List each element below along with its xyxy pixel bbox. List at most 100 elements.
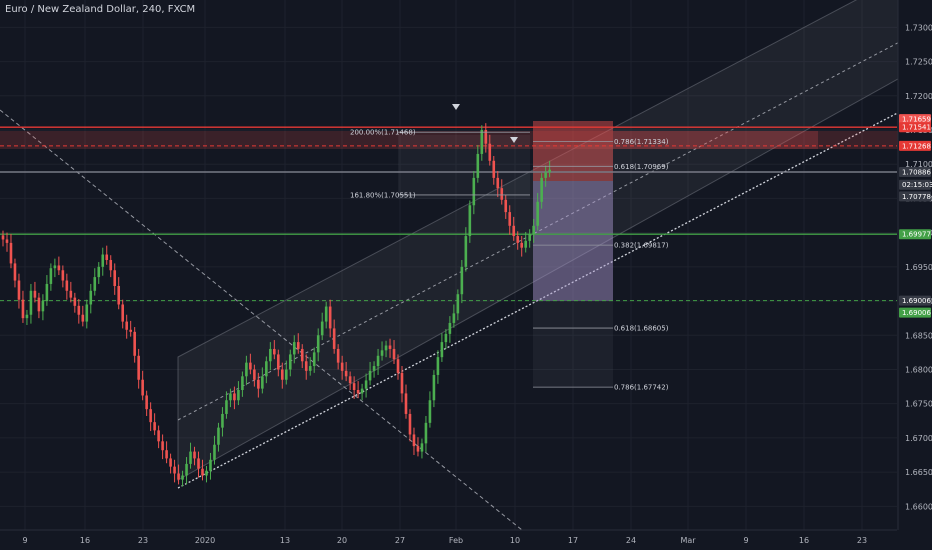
- candle-body: [472, 177, 476, 206]
- candle-body: [340, 362, 344, 371]
- candle-body: [261, 376, 264, 389]
- price-badge-label: 1.70886: [902, 169, 931, 177]
- resistance-zone: [0, 131, 932, 149]
- risk-box: [533, 121, 613, 181]
- candle-body: [488, 143, 492, 161]
- candle-body: [125, 321, 128, 330]
- horizontal-levels: [0, 126, 897, 302]
- candle-body: [117, 286, 121, 305]
- candle-body: [25, 314, 29, 319]
- candle-body: [17, 280, 21, 300]
- candle-body: [392, 348, 396, 360]
- candle-body: [129, 329, 132, 332]
- candle-body: [492, 160, 496, 178]
- price-badge-label: 1.69006: [902, 309, 931, 317]
- price-badge: [899, 229, 931, 240]
- candle-body: [33, 290, 37, 298]
- price-axis[interactable]: 1.730001.725001.720001.715001.710001.705…: [897, 0, 932, 550]
- time-tick-label: 9: [22, 536, 27, 545]
- candle-body: [221, 413, 224, 428]
- time-tick-label: 24: [626, 536, 636, 545]
- candle-body: [113, 270, 117, 286]
- candle-body: [352, 383, 356, 390]
- candle-body: [500, 188, 504, 200]
- candle-body: [165, 450, 168, 459]
- candle-body: [328, 306, 332, 329]
- candle-body: [237, 390, 240, 401]
- price-badge: [899, 191, 931, 202]
- candle-body: [225, 400, 228, 414]
- candle-body: [380, 350, 384, 356]
- price-tick-label: 1.66000: [905, 502, 932, 511]
- swing-markers: [452, 104, 518, 143]
- candle-body: [308, 366, 312, 371]
- candle-body: [532, 225, 535, 234]
- candle-body: [145, 395, 148, 410]
- time-tick-label: 17: [568, 536, 578, 545]
- swing-high-marker: [510, 137, 518, 143]
- candle-body: [157, 430, 160, 442]
- candle-body: [452, 313, 456, 323]
- candle-body: [65, 280, 69, 291]
- candle-body: [89, 290, 93, 305]
- price-badge: [899, 122, 931, 133]
- candle-body: [480, 130, 484, 154]
- candle-body: [444, 333, 448, 343]
- fib-retracement-zone: [533, 145, 613, 387]
- price-badge-label: 02:15:03: [902, 181, 932, 189]
- candle-body: [149, 409, 152, 423]
- candle-body: [540, 177, 543, 202]
- candle-body: [384, 345, 388, 351]
- candle-body: [189, 451, 192, 464]
- candle-body: [496, 177, 500, 189]
- candlestick-series: [1, 123, 551, 487]
- fib-label: 0.786(1.67742): [614, 384, 669, 392]
- price-tick-label: 1.72500: [905, 58, 932, 67]
- candle-body: [344, 370, 348, 377]
- candle-body: [101, 254, 105, 267]
- price-tick-label: 1.72000: [905, 92, 932, 101]
- candle-body: [404, 393, 408, 414]
- candle-body: [153, 422, 156, 431]
- time-tick-label: 23: [857, 536, 867, 545]
- candle-body: [424, 422, 428, 444]
- candle-body: [205, 470, 208, 476]
- fib-label: 0.618(1.70969): [614, 163, 669, 171]
- fib-label: 0.786(1.71334): [614, 138, 669, 146]
- candle-body: [177, 473, 180, 480]
- candle-body: [1, 235, 5, 240]
- candle-body: [508, 212, 512, 226]
- chart-drawings: [0, 0, 932, 531]
- candle-body: [93, 277, 97, 291]
- price-badge: [899, 114, 931, 125]
- candle-body: [304, 361, 308, 371]
- candle-body: [121, 304, 124, 322]
- candle-body: [296, 342, 300, 349]
- candle-body: [300, 348, 304, 362]
- time-tick-label: 16: [80, 536, 90, 545]
- candle-body: [464, 236, 468, 267]
- price-badge: [899, 179, 931, 190]
- candle-body: [265, 361, 268, 377]
- fib-label: 161.80%(1.70551): [350, 191, 416, 199]
- price-tick-label: 1.67000: [905, 434, 932, 443]
- price-tick-label: 1.67500: [905, 400, 932, 409]
- candle-body: [109, 260, 113, 271]
- candle-body: [233, 393, 236, 401]
- candle-body: [277, 354, 280, 370]
- candle-body: [245, 362, 248, 377]
- candle-body: [209, 459, 212, 471]
- price-badge: [899, 307, 931, 318]
- price-badge: [899, 140, 931, 151]
- resistance-zone-right: [613, 131, 818, 149]
- chart-grid: [0, 0, 897, 530]
- time-axis[interactable]: 9 16 23 2020 13 20 27 Feb 10 17 24 Mar 9 16 23: [0, 529, 897, 545]
- candle-body: [53, 265, 57, 269]
- price-badge-label: 1.71268: [902, 142, 931, 150]
- candle-body: [281, 369, 284, 380]
- candle-body: [348, 376, 352, 384]
- candle-body: [456, 294, 460, 314]
- price-tick-label: 1.68000: [905, 365, 932, 374]
- candle-body: [412, 434, 416, 447]
